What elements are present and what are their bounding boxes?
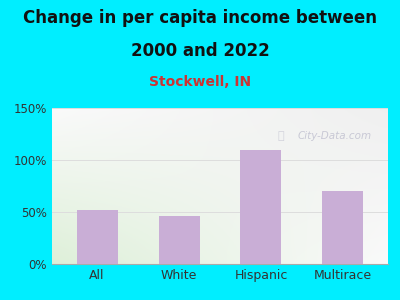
Bar xyxy=(240,150,282,264)
Bar xyxy=(322,191,364,264)
Text: Change in per capita income between: Change in per capita income between xyxy=(23,9,377,27)
Text: ⒠: ⒠ xyxy=(277,131,284,141)
Text: Stockwell, IN: Stockwell, IN xyxy=(149,75,251,89)
Text: City-Data.com: City-Data.com xyxy=(297,131,372,141)
Bar xyxy=(158,216,200,264)
Text: 2000 and 2022: 2000 and 2022 xyxy=(131,42,269,60)
Bar xyxy=(76,210,118,264)
